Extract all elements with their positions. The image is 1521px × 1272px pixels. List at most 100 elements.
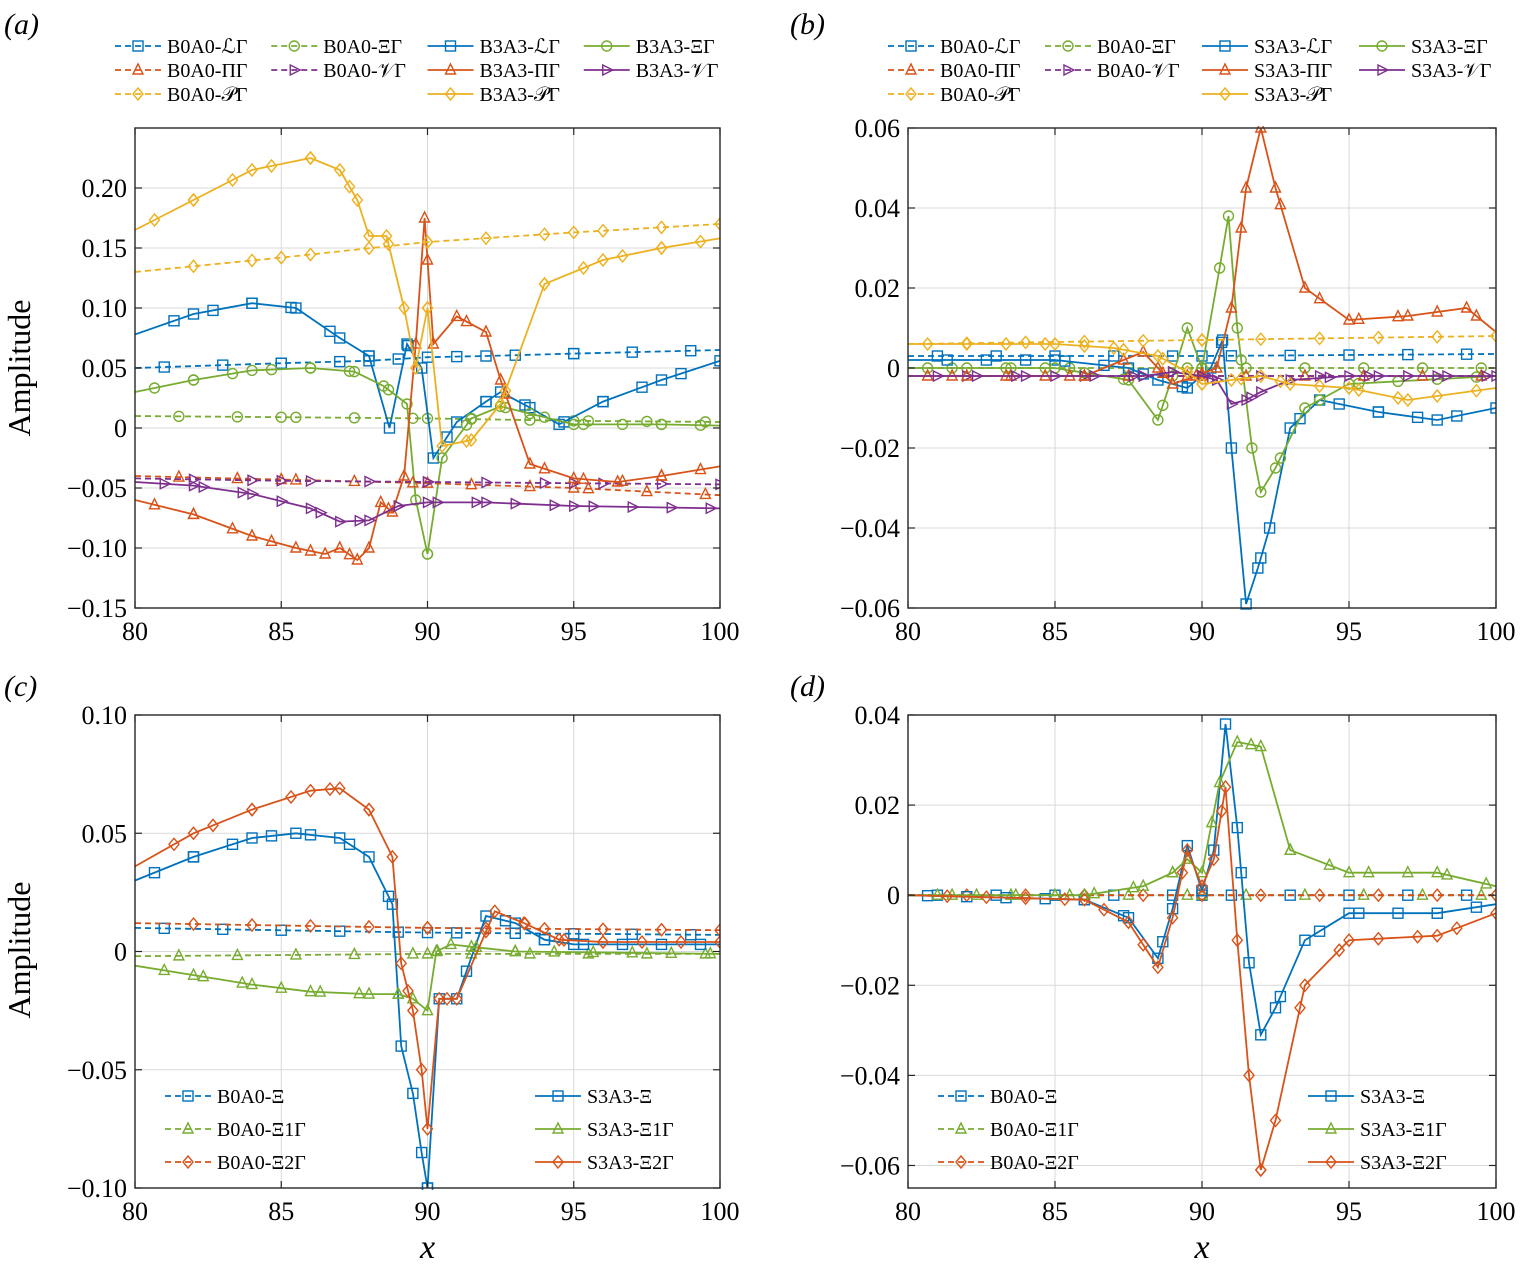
data-point-s3a3 [1481, 369, 1494, 383]
x-tick-label: 80 [122, 1197, 148, 1226]
data-point-s3a3 [1151, 348, 1164, 364]
data-point-b0a0 [1416, 368, 1429, 381]
data-point-s3a3 [382, 890, 395, 903]
data-point-s3a3-1 [1342, 865, 1356, 878]
y-tick-label: −0.05 [67, 474, 127, 503]
data-point-s3a3 [1299, 934, 1311, 946]
data-point-b3a3 [289, 540, 303, 553]
data-point-b3a3 [569, 499, 582, 513]
data-point-b0a0 [1137, 333, 1150, 348]
data-point-s3a3 [1298, 280, 1312, 293]
legend-swatch-marker [905, 86, 917, 102]
data-point-b0a0 [1078, 334, 1091, 349]
data-point-s3a3-2 [980, 890, 993, 905]
data-point-s3a3 [1181, 364, 1194, 380]
data-point-b0a0-2 [714, 923, 720, 938]
data-point-s3a3-2 [433, 991, 446, 1006]
data-point-s3a3 [246, 832, 258, 844]
legend-swatch-marker [182, 1154, 194, 1170]
data-point-b3a3 [393, 499, 406, 513]
data-point-b3a3 [421, 548, 434, 560]
data-point-b3a3 [553, 418, 565, 431]
data-point-s3a3-2 [558, 932, 570, 948]
data-point-s3a3 [343, 838, 356, 850]
data-point-b3a3 [567, 470, 580, 484]
data-point-s3a3-2 [553, 932, 566, 947]
data-point-s3a3-1 [1323, 857, 1336, 870]
data-point-s3a3-2 [386, 849, 399, 864]
data-point-s3a3-1 [362, 986, 376, 999]
data-point-s3a3 [1252, 562, 1264, 574]
data-point-s3a3 [304, 829, 317, 841]
series-line-s3a3 [908, 343, 1496, 401]
data-point-s3a3 [1256, 385, 1269, 399]
series-line-b0a0 [135, 223, 720, 273]
data-point-s3a3-2 [488, 904, 501, 919]
data-point-s3a3-2 [597, 934, 609, 950]
data-point-b0a0 [685, 345, 697, 357]
data-point-b3a3 [479, 324, 493, 337]
data-point-s3a3 [1392, 907, 1404, 919]
data-point-b3a3 [436, 438, 449, 454]
data-point-b3a3 [611, 474, 624, 487]
data-point-s3a3-2 [1243, 1068, 1255, 1083]
data-point-b3a3 [304, 150, 317, 166]
data-point-s3a3 [1460, 300, 1473, 313]
data-point-b0a0 [656, 477, 670, 491]
data-point-b0a0-2 [1490, 888, 1496, 903]
data-point-b0a0 [1431, 329, 1444, 344]
legend-swatch-marker [444, 62, 457, 75]
data-point-s3a3-2 [1219, 779, 1232, 795]
data-point-s3a3 [1442, 369, 1455, 383]
legend-label-s3a3-2: S3A3-Ξ2Γ [587, 1152, 674, 1174]
data-point-s3a3-2 [1196, 879, 1208, 894]
x-tick-label: 80 [895, 1197, 921, 1226]
data-point-s3a3 [999, 368, 1013, 381]
data-point-s3a3 [921, 362, 934, 374]
y-tick-label: −0.04 [840, 1061, 900, 1090]
data-point-b3a3 [363, 350, 375, 362]
data-point-b3a3 [333, 162, 346, 178]
legend-label-b0a0: B0A0-Ξ [990, 1086, 1057, 1108]
data-point-s3a3 [1151, 360, 1165, 373]
data-point-s3a3 [1342, 312, 1356, 325]
data-point-b3a3 [265, 158, 278, 174]
data-point-b0a0 [158, 922, 170, 935]
data-point-b3a3 [480, 395, 492, 408]
data-point-b3a3 [636, 381, 648, 393]
data-point-b0a0 [715, 478, 720, 491]
y-tick-label: 0.05 [82, 354, 128, 383]
data-point-s3a3 [1239, 180, 1253, 193]
data-point-s3a3-1 [1166, 865, 1179, 878]
data-point-s3a3 [386, 898, 399, 910]
data-point-s3a3 [1352, 311, 1365, 325]
y-tick-label: −0.02 [840, 434, 900, 463]
data-point-s3a3-2 [333, 781, 346, 796]
data-point-b3a3 [343, 179, 356, 194]
panel-d: 80 85 90 95 100 −0.06 −0.04 −0.02 0 0.02 0.04 (d) x B… [790, 670, 1516, 1266]
data-point-b0a0-1 [1416, 887, 1429, 900]
series-line-b3a3 [135, 481, 720, 523]
data-point-b0a0-2 [1372, 888, 1385, 903]
data-point-s3a3-2 [675, 934, 687, 950]
data-point-b0a0 [231, 411, 244, 423]
legend-swatch-marker [1324, 1121, 1338, 1134]
data-point-s3a3-1 [430, 943, 443, 957]
data-point-s3a3 [1078, 338, 1091, 354]
legend: B0A0-Ξ B0A0-Ξ1Γ B0A0-Ξ2Γ S3A3-Ξ S3A3-Ξ1Γ S3A3… [165, 1086, 674, 1174]
data-point-b3a3 [348, 365, 361, 378]
data-point-s3a3 [1167, 365, 1181, 379]
data-point-s3a3 [290, 827, 302, 839]
data-point-b0a0 [421, 234, 434, 250]
data-point-s3a3-2 [1207, 852, 1220, 867]
data-point-b0a0 [1416, 362, 1429, 374]
data-point-b0a0-2 [1078, 888, 1091, 903]
data-point-s3a3-1 [665, 945, 678, 959]
data-point-b3a3 [377, 380, 390, 392]
data-point-s3a3-1 [1009, 887, 1022, 900]
data-point-b0a0 [1254, 332, 1267, 347]
data-point-s3a3-2 [285, 789, 297, 805]
y-tick-label: 0 [114, 414, 127, 443]
x-tick-label: 100 [1477, 1197, 1516, 1226]
